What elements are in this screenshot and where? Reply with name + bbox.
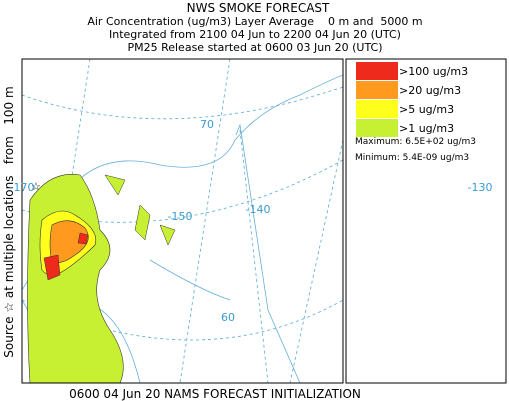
graticule [239,129,269,383]
smoke-1 [104,174,176,246]
map-label: -150 [168,210,193,223]
legend-label: >20 ug/m3 [399,84,461,97]
map-label: -170 [10,181,35,194]
map-label: -140 [246,203,271,216]
legend-swatch [356,119,398,137]
smoke-1 [27,173,124,383]
legend-label: >100 ug/m3 [399,65,468,78]
source-star: ☆ [31,180,41,193]
graticule [289,139,343,383]
map-content: ☆ [22,59,343,383]
map: ☆ [21,58,344,384]
legend-label: >5 ug/m3 [399,103,454,116]
map-frame [21,58,344,384]
map-label: -130 [468,181,493,194]
legend-swatch [356,81,398,99]
legend: >100 ug/m3 >20 ug/m3 >5 ug/m3 >1 ug/m3 [356,62,468,137]
subtitle: PM25 Release started at 0600 03 Jun 20 (… [127,41,382,54]
map-label: 60 [221,311,235,324]
map-label: 70 [200,118,214,131]
title: NWS SMOKE FORECAST [187,1,330,15]
legend-swatch [356,62,398,80]
subtitle: Air Concentration (ug/m3) Layer Average … [87,15,422,28]
legend-frame [345,58,507,384]
subtitle: Integrated from 2100 04 Jun to 2200 04 J… [109,28,401,41]
border [235,123,301,383]
smoke-100 [43,232,89,281]
graticule [179,59,231,383]
maximum: Maximum: 6.5E+02 ug/m3 [355,137,476,147]
source-label: Source ☆ at multiple locations from 100 … [2,86,16,357]
footer: 0600 04 Jun 20 NAMS FORECAST INITIALIZAT… [69,387,361,401]
smoke-20 [49,220,89,263]
minimum: Minimum: 5.4E-09 ug/m3 [355,153,469,163]
legend-swatch [356,100,398,118]
legend-label: >1 ug/m3 [399,122,454,135]
